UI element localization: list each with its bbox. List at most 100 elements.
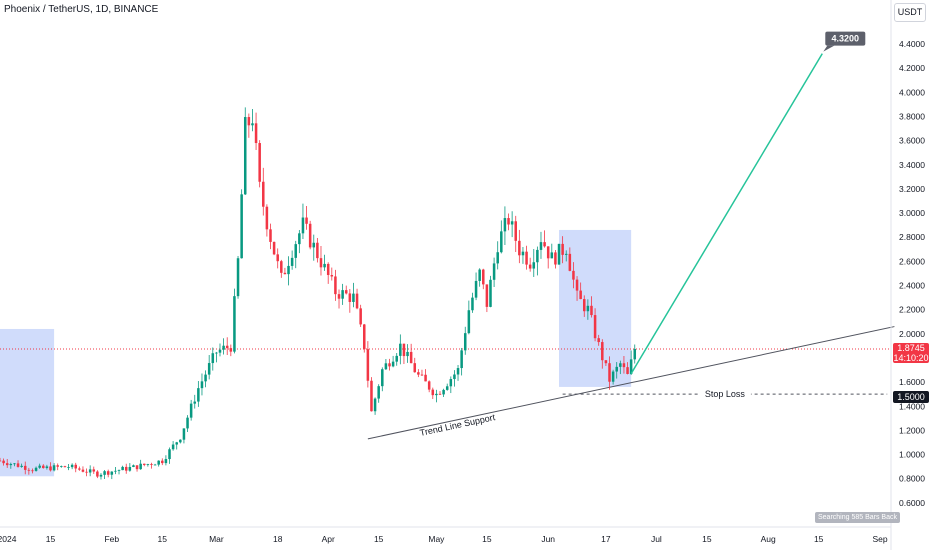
candle (460, 347, 463, 376)
currency-selector[interactable]: USDT (894, 3, 926, 22)
candle-body (583, 299, 586, 312)
price-tick-label: 2.0000 (899, 329, 925, 339)
candle (510, 211, 514, 238)
highlight-box-1 (0, 328, 55, 477)
candle (150, 462, 153, 469)
candle-body (370, 380, 373, 412)
candle-body (222, 345, 225, 350)
candle (622, 356, 626, 374)
candle (611, 369, 615, 385)
candle-body (193, 401, 197, 404)
candle (344, 285, 348, 295)
candle-body (622, 363, 626, 368)
candle (189, 399, 193, 421)
candle (251, 109, 254, 132)
candle-body (521, 251, 525, 256)
candle (604, 360, 608, 366)
trend-line-support[interactable] (367, 326, 895, 440)
candle (485, 284, 489, 313)
candle (438, 391, 442, 396)
candle-body (561, 243, 564, 255)
candle (391, 355, 395, 368)
candle (143, 463, 146, 467)
candle (124, 463, 128, 474)
candle-body (453, 374, 456, 380)
candle (619, 360, 622, 375)
drawing-overlay: 4.3200 Trend Line Support Stop Loss (419, 31, 866, 438)
candle (341, 283, 344, 305)
candle-body (197, 388, 200, 402)
time-tick-label: 17 (601, 534, 611, 544)
candle-body (355, 293, 359, 309)
candle (629, 350, 633, 376)
price-tick-label: 3.8000 (899, 111, 925, 121)
candle (182, 428, 186, 444)
candle (233, 288, 236, 354)
candle (63, 465, 67, 468)
candle-body (146, 464, 150, 465)
candle-body (204, 374, 207, 382)
candle-body (510, 221, 514, 225)
candle (453, 370, 456, 387)
candle-body (85, 471, 88, 473)
candle (308, 220, 312, 250)
candle (319, 245, 323, 276)
candle-body (326, 263, 330, 276)
candle (52, 463, 56, 472)
candle (110, 471, 114, 480)
candle-body (629, 359, 633, 374)
highlight-boxes (0, 229, 632, 477)
candle-body (106, 471, 110, 475)
candle (406, 344, 409, 363)
candle-body (485, 284, 489, 307)
candle (525, 245, 528, 270)
candle (615, 362, 618, 379)
candle (554, 249, 557, 269)
time-tick-label: 15 (46, 534, 56, 544)
candle-body (96, 471, 99, 477)
stop-loss-label: Stop Loss (705, 389, 746, 399)
candle-body (334, 276, 337, 295)
candle-body (503, 218, 507, 232)
candle-body (604, 360, 608, 364)
candle (67, 464, 70, 471)
candle (442, 388, 445, 398)
candle-body (99, 474, 103, 477)
price-axis[interactable]: 4.4000 4.2000 4.0000 3.8000 3.6000 3.4000 3.20… (899, 39, 925, 508)
candle-body (236, 258, 240, 297)
candle (164, 455, 168, 466)
candle-body (445, 386, 449, 390)
time-tick-label: Aug (761, 534, 776, 544)
candle-body (13, 463, 16, 465)
time-axis[interactable]: 2024 15 Feb 15 Mar 18 Apr 15 May 15 Jun 17 Jul 15 Aug 1… (0, 534, 888, 544)
candle (56, 463, 59, 471)
candle (427, 380, 431, 393)
target-projection-line[interactable] (630, 53, 823, 375)
candle (265, 204, 269, 237)
candle-body (337, 294, 341, 299)
candle-body (590, 305, 593, 316)
candle (20, 463, 23, 468)
candle-body (615, 366, 618, 372)
candle (294, 240, 297, 269)
candle (312, 234, 316, 261)
candle (2, 458, 5, 466)
candle (590, 296, 593, 318)
candle (121, 465, 124, 471)
candle-body (132, 465, 135, 467)
candle-body (316, 242, 319, 259)
price-tick-label: 2.2000 (899, 305, 925, 315)
candle-body (489, 279, 492, 307)
time-tick-label: Jul (651, 534, 662, 544)
candle-body (262, 181, 265, 207)
candle (601, 339, 604, 369)
candle (323, 254, 326, 271)
time-tick-label: May (428, 534, 445, 544)
candle (247, 113, 251, 138)
candle-body (417, 372, 420, 375)
candle-body (157, 460, 160, 465)
candle (287, 256, 290, 286)
candle-body (427, 381, 431, 390)
candle (200, 373, 204, 396)
